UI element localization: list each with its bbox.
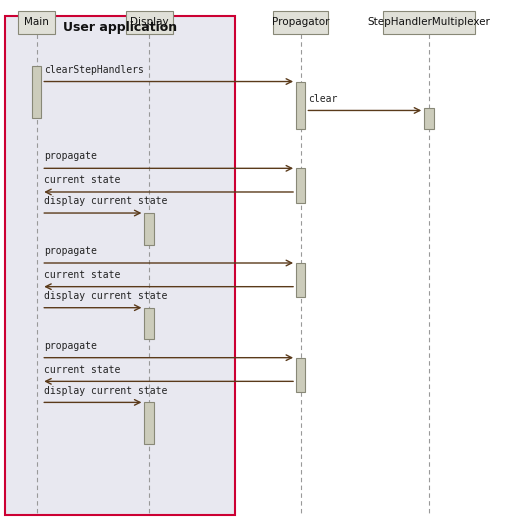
Text: Display: Display <box>130 17 168 27</box>
FancyBboxPatch shape <box>296 82 305 129</box>
FancyBboxPatch shape <box>296 358 305 392</box>
Text: current state: current state <box>44 175 121 185</box>
FancyBboxPatch shape <box>383 11 475 34</box>
Text: clear: clear <box>309 94 338 104</box>
Text: Propagator: Propagator <box>272 17 329 27</box>
FancyBboxPatch shape <box>144 402 154 444</box>
Text: display current state: display current state <box>44 291 168 301</box>
Text: display current state: display current state <box>44 386 168 396</box>
FancyBboxPatch shape <box>424 108 434 129</box>
Text: propagate: propagate <box>44 246 97 256</box>
Text: propagate: propagate <box>44 151 97 161</box>
Text: current state: current state <box>44 365 121 375</box>
FancyBboxPatch shape <box>144 308 154 339</box>
FancyBboxPatch shape <box>296 263 305 297</box>
Text: Main: Main <box>24 17 49 27</box>
Text: clearStepHandlers: clearStepHandlers <box>44 65 144 75</box>
FancyBboxPatch shape <box>273 11 328 34</box>
FancyBboxPatch shape <box>5 16 235 515</box>
Text: User application: User application <box>63 21 177 34</box>
Text: StepHandlerMultiplexer: StepHandlerMultiplexer <box>368 17 490 27</box>
FancyBboxPatch shape <box>32 66 41 118</box>
Text: display current state: display current state <box>44 196 168 206</box>
FancyBboxPatch shape <box>126 11 173 34</box>
Text: current state: current state <box>44 270 121 280</box>
FancyBboxPatch shape <box>296 168 305 203</box>
Text: propagate: propagate <box>44 341 97 351</box>
FancyBboxPatch shape <box>144 213 154 245</box>
FancyBboxPatch shape <box>18 11 55 34</box>
